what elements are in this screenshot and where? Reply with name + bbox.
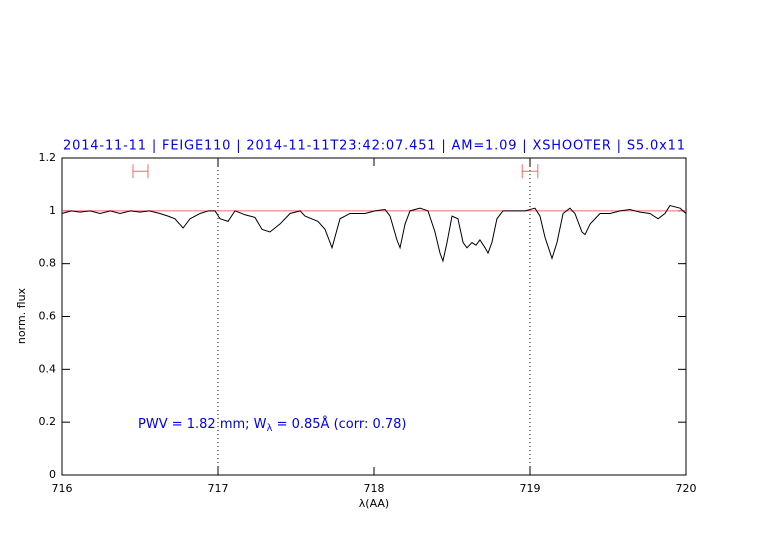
y-tick-label: 0.6	[39, 310, 57, 323]
x-tick-label: 719	[520, 482, 541, 495]
y-tick-label: 1.2	[39, 151, 57, 164]
x-tick-label: 718	[364, 482, 385, 495]
y-tick-label: 0.2	[39, 415, 57, 428]
y-axis-label: norm. flux	[15, 287, 28, 344]
y-tick-label: 0.8	[39, 257, 57, 270]
annotation: PWV = 1.82 mm; Wλ = 0.85Å (corr: 0.78)	[138, 416, 407, 435]
y-tick-label: 0	[49, 468, 56, 481]
x-tick-label: 717	[208, 482, 229, 495]
x-axis-label: λ(AA)	[359, 497, 389, 510]
x-tick-label: 720	[676, 482, 697, 495]
annotation-part: = 0.85Å (corr: 0.78)	[272, 416, 406, 432]
chart-title: 2014-11-11 | FEIGE110 | 2014-11-11T23:42…	[63, 139, 685, 154]
spectrum-line	[61, 204, 687, 263]
annotation-part: PWV = 1.82 mm; W	[138, 417, 267, 432]
range-marker	[521, 164, 539, 179]
range-marker	[132, 164, 149, 179]
x-tick-label: 716	[52, 482, 73, 495]
y-tick-label: 0.4	[39, 362, 57, 375]
y-tick-label: 1	[49, 204, 56, 217]
annotation-subscript: λ	[267, 423, 273, 434]
